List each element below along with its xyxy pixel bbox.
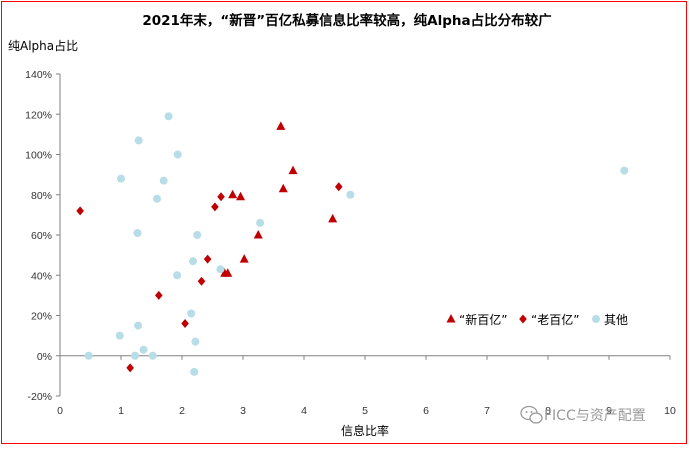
circle-point [173, 271, 182, 280]
y-tick-label: 40% [31, 270, 52, 282]
diamond-point [155, 290, 163, 300]
circle-point [191, 337, 200, 346]
x-tick-label: 6 [423, 405, 429, 417]
legend-label: 其他 [604, 313, 628, 327]
diamond-point [197, 276, 206, 286]
triangle-point [253, 230, 263, 239]
diamond-point [76, 206, 84, 216]
legend: “新百亿” “老百亿” 其他 [446, 312, 628, 327]
series-2 [76, 182, 343, 373]
watermark: FICC与资产配置 [520, 405, 646, 424]
triangle-point [288, 165, 298, 175]
x-tick-label: 5 [362, 405, 368, 417]
diamond-point [203, 254, 212, 264]
data-points [76, 112, 629, 376]
chart-title: 2021年末，“新晋”百亿私募信息比率较高，纯Alpha占比分布较广 [142, 12, 551, 29]
x-tick-label: 4 [301, 405, 307, 417]
x-axis-label: 信息比率 [341, 423, 389, 438]
x-tick-label: 8 [545, 405, 551, 417]
y-tick-label: 0% [37, 351, 52, 363]
y-axis-label: 纯Alpha占比 [8, 38, 78, 53]
circle-point [84, 351, 93, 360]
circle-point [216, 265, 225, 274]
y-tick-label: 100% [25, 150, 52, 162]
circle-point [152, 194, 161, 203]
triangle-point [328, 213, 338, 223]
legend-label: “新百亿” [459, 312, 507, 327]
series-3 [84, 112, 629, 376]
circle-point [164, 112, 173, 121]
circle-point [133, 228, 142, 237]
diamond-point [126, 363, 134, 373]
circle-point [346, 190, 355, 199]
circle-point [139, 345, 148, 354]
circle-point [134, 136, 143, 145]
tick-labels: -20% 0% 20% 40% 60% 80% 100% 120% 140% 0 1 2 3 4 5 6 7 8 9… [25, 69, 676, 417]
triangle-point [236, 191, 246, 201]
circle-point [173, 150, 182, 159]
wechat-icon [520, 405, 543, 424]
legend-marker [519, 314, 527, 324]
legend-label: “老百亿” [531, 312, 579, 327]
legend-marker [592, 315, 600, 323]
watermark-text: FICC与资产配置 [544, 408, 646, 424]
circle-point [188, 257, 197, 266]
series-1 [220, 121, 338, 277]
triangle-point [276, 121, 286, 130]
x-tick-label: 9 [606, 405, 612, 417]
circle-point [256, 218, 265, 227]
circle-point [134, 321, 143, 330]
y-tick-label: 80% [31, 190, 52, 202]
legend-marker [446, 314, 456, 323]
axes [56, 73, 671, 397]
circle-point [148, 351, 157, 360]
x-tick-label: 2 [179, 405, 185, 417]
circle-point [193, 231, 202, 239]
diamond-point [217, 192, 225, 202]
diamond-point [334, 182, 343, 192]
x-tick-label: 1 [118, 405, 124, 417]
circle-point [159, 176, 168, 185]
y-tick-label: 20% [31, 311, 52, 323]
circle-point [190, 367, 199, 376]
triangle-point [239, 254, 249, 263]
diamond-point [181, 319, 189, 329]
triangle-point [223, 268, 233, 277]
circle-point [187, 309, 196, 318]
diamond-point [211, 202, 219, 212]
x-tick-label: 7 [484, 405, 490, 417]
y-tick-label: 140% [25, 69, 52, 81]
y-tick-label: -20% [27, 391, 52, 403]
x-tick-label: 0 [57, 405, 63, 417]
circle-point [115, 331, 124, 340]
circle-point [131, 351, 140, 360]
triangle-point [278, 183, 288, 193]
circle-point [117, 174, 125, 183]
circle-point [620, 166, 629, 175]
x-tick-label: 10 [664, 405, 676, 417]
x-tick-label: 3 [240, 405, 246, 417]
triangle-point [228, 189, 238, 199]
y-tick-label: 60% [31, 230, 52, 242]
y-tick-label: 120% [25, 109, 52, 121]
